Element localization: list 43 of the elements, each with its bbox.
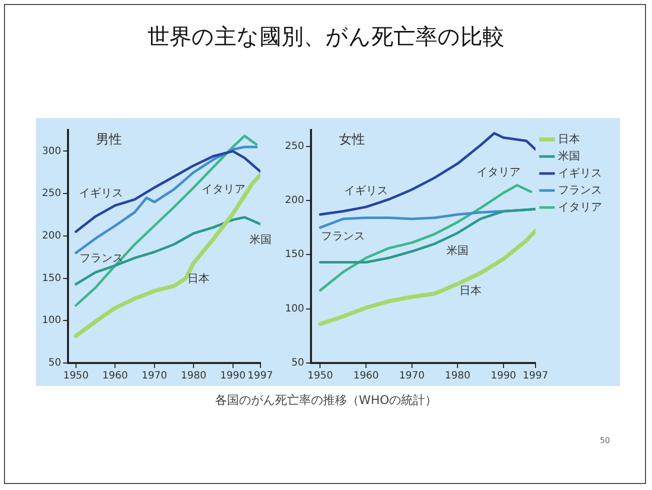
legend-label: イタリア <box>558 200 602 214</box>
text: 50 <box>598 436 610 445</box>
legend-label: 米国 <box>558 149 580 162</box>
text: 各国のがん死亡率の推移（WHOの統計） <box>214 392 438 409</box>
y-tick-label: 250 <box>284 140 304 152</box>
series-label: 米国 <box>249 232 272 246</box>
text: フランス <box>321 230 366 243</box>
x-tick-label: 1970 <box>399 370 425 382</box>
x-tick-label: 1990 <box>490 370 516 382</box>
x-tick-label: 1980 <box>444 370 470 382</box>
x-tick-label: 1970 <box>142 370 168 382</box>
legend-label: フランス <box>558 183 602 196</box>
x-tick-label: 1950 <box>308 370 333 382</box>
chart-title: 女性 <box>339 132 366 148</box>
y-tick-label: 200 <box>42 230 62 242</box>
y-tick-label: 50 <box>291 358 304 369</box>
legend-label: 日本 <box>558 132 580 146</box>
x-tick-label: 1980 <box>180 370 206 382</box>
y-tick-label: 250 <box>42 188 62 200</box>
text: イギリス <box>344 184 388 197</box>
x-tick-label: 1960 <box>102 370 128 382</box>
y-tick-label: 100 <box>284 303 304 314</box>
legend-label: イギリス <box>558 166 602 180</box>
series-label: 日本 <box>188 272 210 285</box>
chart-title: 男性 <box>96 132 122 148</box>
series-label: フランス <box>80 251 124 264</box>
text: 世界の主な國別、がん死亡率の比較 <box>146 24 506 52</box>
x-tick-label: 1997 <box>522 370 548 382</box>
y-tick-label: 300 <box>42 146 62 157</box>
x-tick-label: 1990 <box>220 370 246 382</box>
series-label: イギリス <box>79 186 124 200</box>
series-label: イタリア <box>202 182 246 196</box>
text: イタリア <box>476 166 520 179</box>
y-tick-label: 50 <box>48 358 62 369</box>
x-tick-label: 1997 <box>248 370 273 382</box>
x-tick-label: 1950 <box>63 370 89 382</box>
y-tick-label: 100 <box>42 315 62 326</box>
y-tick-label: 150 <box>284 249 304 260</box>
text: 日本 <box>460 284 482 297</box>
x-tick-label: 1960 <box>353 370 379 382</box>
y-tick-label: 150 <box>42 272 62 284</box>
y-tick-label: 200 <box>284 195 304 206</box>
text: 米国 <box>446 244 469 257</box>
